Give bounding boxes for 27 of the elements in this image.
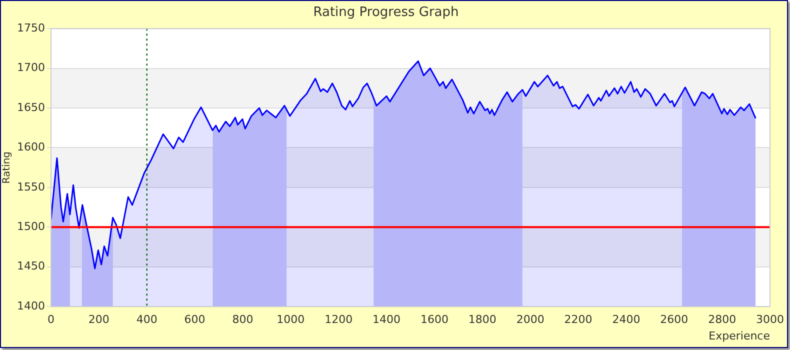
y-tick-label: 1750 [17,21,45,34]
x-tick-label: 600 [184,313,206,326]
x-tick-label: 1400 [372,313,401,326]
x-tick-label: 400 [136,313,158,326]
y-tick-label: 1600 [17,140,45,154]
y-axis-title: Rating [2,151,13,184]
y-tick-label: 1700 [17,61,45,74]
x-tick-label: 1600 [420,313,448,326]
x-tick-label: 2200 [564,313,592,326]
y-tick-label: 1500 [17,220,45,234]
x-tick-label: 200 [88,313,110,326]
x-tick-label: 3000 [756,313,784,326]
x-tick-label: 2800 [708,313,736,326]
x-tick-label: 0 [48,313,54,326]
x-tick-label: 800 [232,313,254,326]
y-tick-label: 1650 [17,100,45,114]
y-tick-label: 1550 [17,180,45,194]
chart-title: Rating Progress Graph [313,5,459,20]
y-tick-label: 1450 [17,260,45,273]
y-tick-label: 1400 [17,299,45,312]
x-tick-label: 2600 [660,313,688,326]
x-tick-label: 1800 [468,313,496,326]
x-tick-label: 2000 [516,313,544,326]
x-tick-label: 1000 [276,313,305,326]
x-tick-label: 2400 [612,313,640,326]
x-axis-title: Experience [708,329,770,342]
x-tick-label: 1200 [324,313,353,326]
